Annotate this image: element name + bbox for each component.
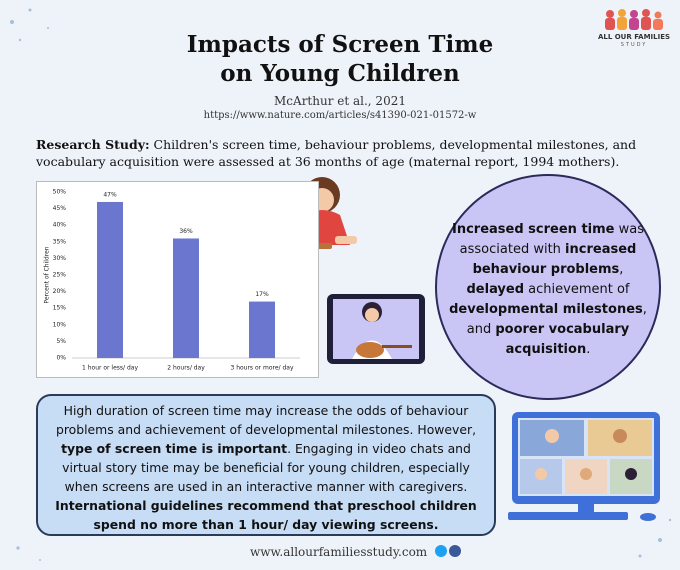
value-label: 47%: [103, 191, 117, 198]
y-tick-label: 30%: [53, 255, 67, 262]
x-tick-label: 3 hours or more/ day: [230, 365, 294, 372]
title: Impacts of Screen Time on Young Children: [0, 30, 680, 88]
y-tick-label: 0%: [56, 355, 66, 362]
text-run: Increased screen time: [451, 222, 615, 237]
source-url[interactable]: https://www.nature.com/articles/s41390-0…: [203, 110, 477, 121]
y-tick-label: 10%: [53, 321, 67, 328]
y-tick-label: 15%: [53, 305, 67, 312]
value-label: 17%: [255, 291, 269, 298]
text-run: . Engaging in video chats and virtual st…: [62, 441, 471, 494]
text-run: developmental milestones: [449, 302, 643, 317]
x-tick-label: 2 hours/ day: [167, 365, 205, 372]
y-tick-label: 35%: [53, 238, 67, 245]
text-run: ,: [619, 262, 624, 277]
text-run: type of screen time is important: [61, 441, 288, 456]
text-run: achievement of: [524, 282, 630, 297]
logo-subtext: STUDY: [620, 42, 648, 48]
text-run: High duration of screen time may increas…: [55, 403, 477, 437]
bar: [97, 201, 123, 358]
text-run: poorer vocabulary acquisition: [495, 322, 630, 357]
text-run: increased behaviour problems: [472, 242, 637, 277]
text-run: , and: [466, 302, 647, 337]
x-tick-label: 1 hour or less/ day: [82, 365, 138, 372]
bar: [173, 238, 199, 358]
text-run: delayed: [466, 282, 525, 297]
text-run: .: [586, 342, 591, 357]
research-text: Research Study: Children's screen time, …: [36, 136, 648, 170]
title-line: Impacts of Screen Time: [186, 31, 494, 58]
y-tick-label: 50%: [53, 189, 67, 196]
y-tick-label: 40%: [53, 222, 67, 229]
title-line: on Young Children: [220, 60, 460, 87]
logo-text: ALL OUR FAMILIES: [597, 33, 671, 41]
citation: McArthur et al., 2021: [274, 94, 406, 108]
value-label: 36%: [179, 228, 193, 235]
text-run: Children's screen time, behaviour proble…: [36, 137, 637, 169]
text-run: International guidelines recommend that …: [55, 498, 477, 532]
footer-link[interactable]: www.allourfamiliesstudy.com: [250, 545, 428, 559]
text-run: Research Study:: [36, 137, 150, 152]
y-tick-label: 20%: [53, 288, 67, 295]
y-tick-label: 45%: [53, 205, 67, 212]
y-tick-label: 25%: [53, 272, 67, 279]
y-axis-label: Percent of Children: [44, 246, 51, 303]
finding-text: Increased screen time was associated wit…: [442, 220, 654, 360]
summary-text: High duration of screen time may increas…: [44, 401, 488, 534]
bar: [249, 301, 275, 358]
chart: Percent of Children 0% 5% 10% 15% 20% 25% 30% 3…: [36, 181, 319, 378]
y-tick-label: 5%: [56, 338, 66, 345]
text-run: was associated with: [459, 222, 644, 257]
